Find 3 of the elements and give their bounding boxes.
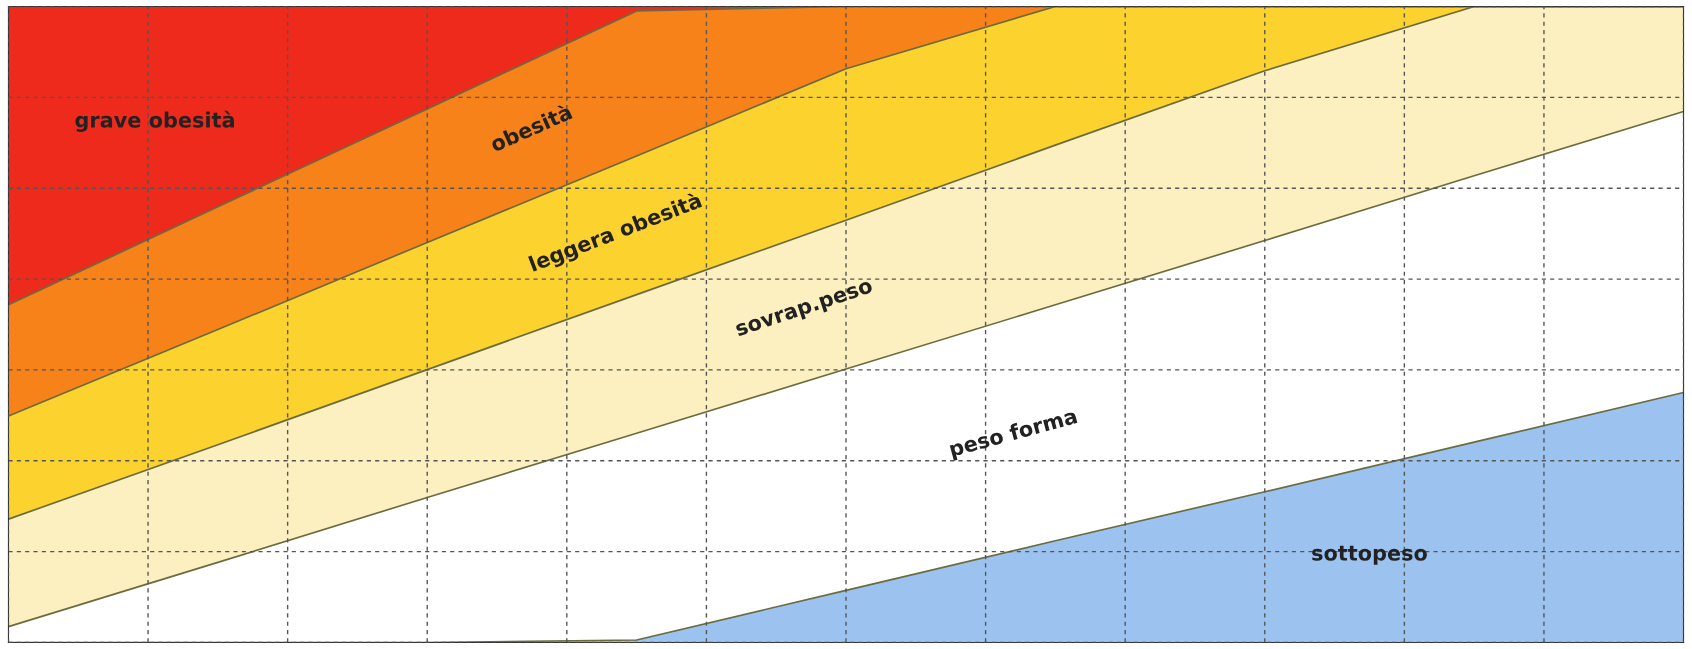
series-label: sottopeso bbox=[1312, 545, 1427, 565]
series-label: grave obesità bbox=[75, 110, 234, 132]
series-label: peso forma bbox=[948, 407, 1079, 461]
